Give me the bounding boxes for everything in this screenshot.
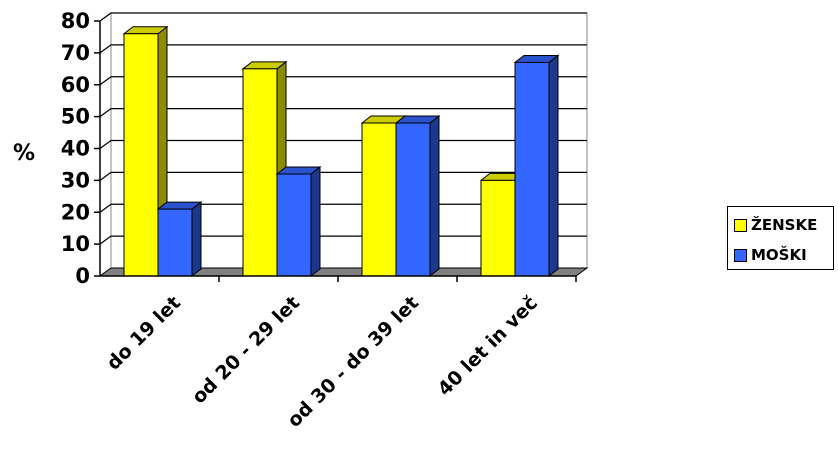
chart-legend: ŽENSKE MOŠKI — [727, 206, 834, 270]
y-tick-label: 50 — [61, 105, 90, 129]
bar-front — [395, 122, 431, 277]
y-tick-label: 60 — [61, 73, 90, 97]
y-tick-label: 80 — [61, 9, 90, 33]
gridline — [99, 12, 587, 22]
legend-label-moski: MOŠKI — [751, 246, 807, 264]
bar-moški-2 — [394, 114, 441, 278]
bar-front — [123, 33, 159, 277]
legend-item-moski: MOŠKI — [734, 245, 807, 265]
y-tick-label: 20 — [61, 200, 90, 224]
y-tick-label: 10 — [61, 232, 90, 256]
bar-front — [361, 122, 397, 277]
y-axis-label: % — [13, 141, 35, 166]
bar-front — [514, 61, 550, 277]
bar-side — [548, 54, 559, 278]
bar-front — [157, 208, 193, 277]
bar-front — [242, 68, 278, 277]
y-tick-label: 70 — [61, 41, 90, 65]
bar-front — [480, 179, 516, 277]
y-tick-label: 0 — [75, 264, 90, 288]
y-tick-label: 40 — [61, 137, 90, 161]
x-category-label: od 20 - 29 let — [188, 292, 304, 408]
gridline — [99, 108, 587, 118]
bar-moški-0 — [156, 201, 203, 278]
bar-side — [191, 201, 202, 278]
gridline — [99, 76, 587, 86]
bar-front — [276, 173, 312, 277]
bar-side — [429, 114, 440, 278]
x-category-label: od 30 - do 39 let — [283, 292, 423, 432]
bar-moški-3 — [513, 54, 560, 278]
x-category-label: 40 let in več — [434, 292, 542, 400]
legend-swatch-moski — [734, 248, 747, 262]
legend-item-zenske: ŽENSKE — [734, 215, 817, 235]
bar-moški-1 — [275, 165, 322, 278]
bar-side — [310, 165, 321, 278]
x-category-label: do 19 let — [102, 292, 185, 375]
legend-label-zenske: ŽENSKE — [751, 216, 818, 234]
legend-swatch-zenske — [734, 218, 747, 232]
y-tick-label: 30 — [61, 168, 90, 192]
gridline — [99, 44, 587, 54]
